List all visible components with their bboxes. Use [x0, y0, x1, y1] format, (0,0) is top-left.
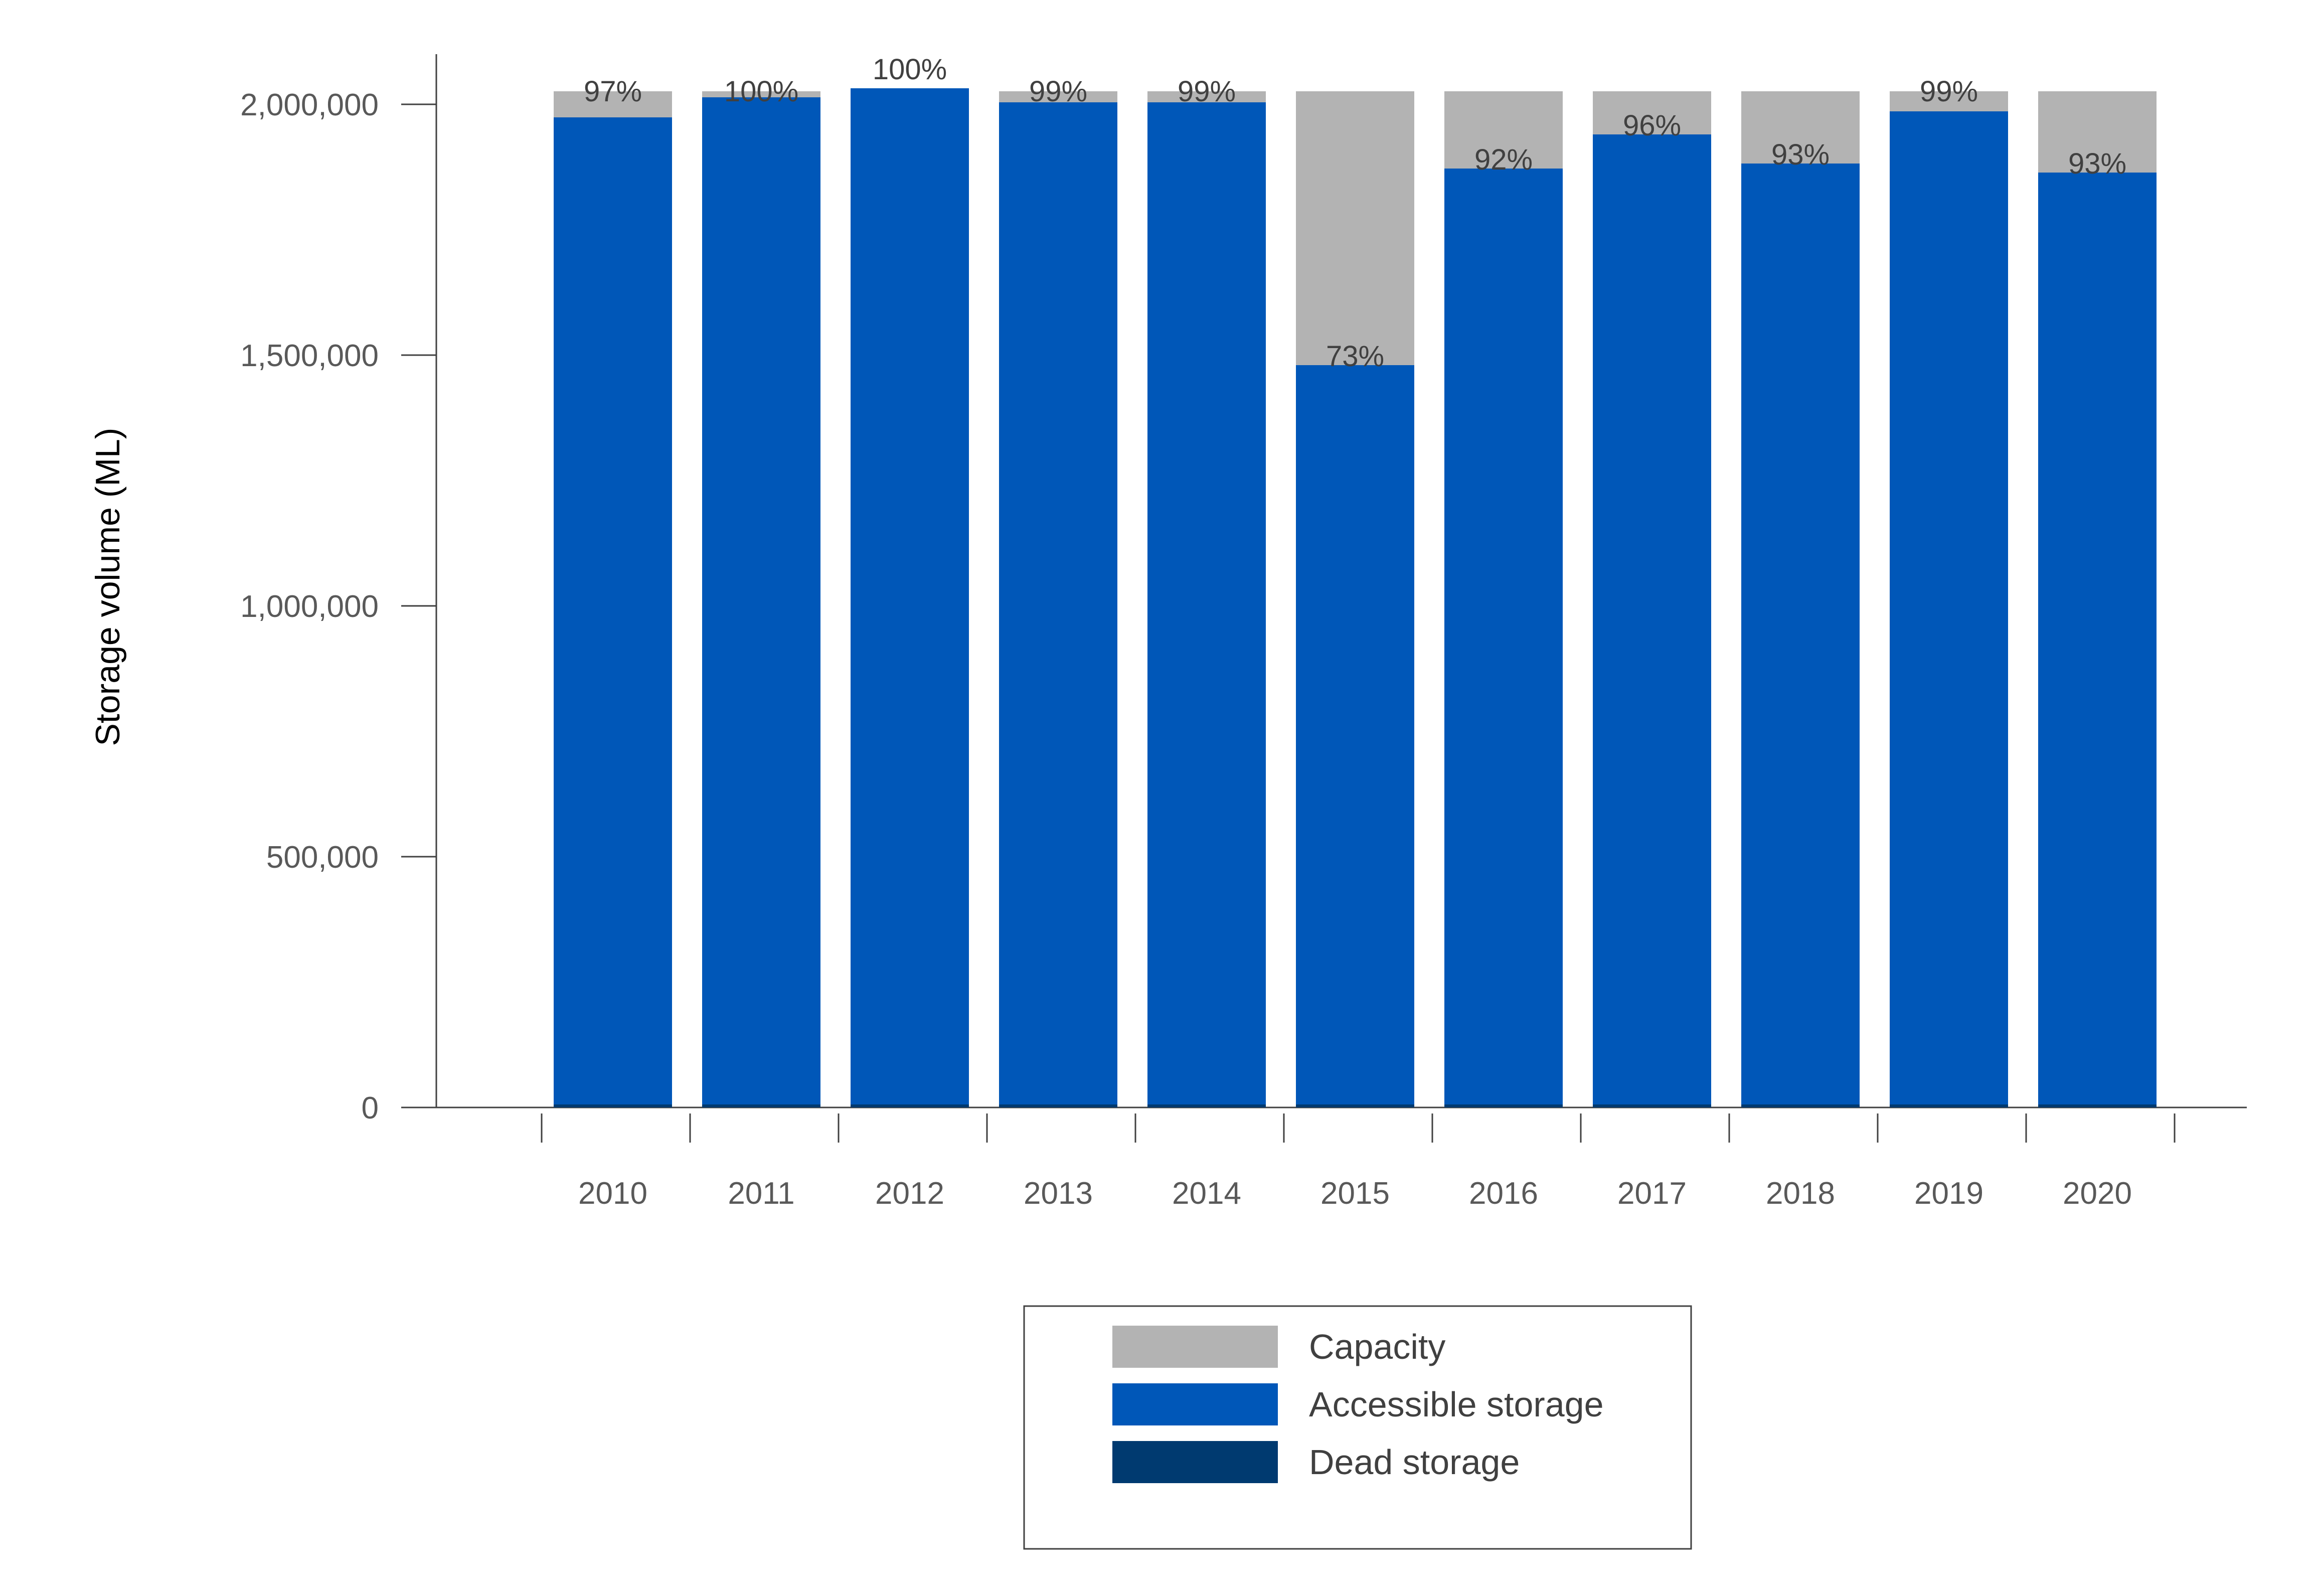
- capacity-bar: [2038, 91, 2157, 173]
- x-tick-label: 2013: [1024, 1176, 1093, 1211]
- x-tick-label: 2014: [1172, 1176, 1241, 1211]
- accessible-storage-bar: [554, 117, 672, 1104]
- y-tick-label: 2,000,000: [240, 88, 379, 122]
- accessible-storage-bar: [1444, 169, 1563, 1104]
- y-axis: 0 500,000 1,000,000 1,500,000 2,000,000: [240, 54, 437, 1126]
- capacity-bar: [1741, 91, 1860, 164]
- capacity-bar: [554, 91, 672, 117]
- dead-storage-bar: [2038, 1104, 2157, 1107]
- accessible-storage-bar: [2038, 173, 2157, 1104]
- dead-storage-bar: [1593, 1104, 1711, 1107]
- capacity-bar: [1444, 91, 1563, 169]
- legend-label-accessible-storage: Accessible storage: [1309, 1385, 1604, 1424]
- x-axis: 2010 2011 2012 2013 2014 2015 2016 2017 2018 2019…: [401, 1106, 2247, 1211]
- y-tick-label: 1,000,000: [240, 589, 379, 624]
- bar-stack-2016: [1444, 91, 1563, 1107]
- dead-storage-bar: [1147, 1104, 1266, 1107]
- accessible-storage-bar: [1593, 134, 1711, 1104]
- x-tick-label: 2011: [728, 1176, 794, 1211]
- capacity-bar: [1296, 91, 1414, 365]
- bar-stack-2019: [1890, 91, 2008, 1107]
- accessible-storage-bar: [851, 88, 969, 1104]
- percent-label: 93%: [1771, 138, 1830, 171]
- dead-storage-bar: [999, 1104, 1117, 1107]
- percent-label: 99%: [1920, 75, 1978, 108]
- accessible-storage-bar: [1741, 164, 1860, 1104]
- bar-stack-2012: [851, 88, 969, 1107]
- dead-storage-bar: [1296, 1104, 1414, 1107]
- x-tick-label: 2018: [1766, 1176, 1835, 1211]
- capacity-bar: [1890, 91, 2008, 111]
- bar-stack-2011: [702, 91, 820, 1107]
- bar-stack-2013: [999, 91, 1117, 1107]
- legend-swatch-dead-storage: [1112, 1441, 1278, 1483]
- x-tick-label: 2016: [1469, 1176, 1538, 1211]
- percent-labels: 97% 100% 100% 99% 99% 73% 92% 96% 93% 99% 93%: [584, 53, 2126, 373]
- bar-stack-2010: [554, 91, 672, 1107]
- legend-label-capacity: Capacity: [1309, 1327, 1445, 1366]
- percent-label: 100%: [873, 53, 947, 86]
- bar-stack-2014: [1147, 91, 1266, 1107]
- percent-label: 96%: [1623, 109, 1681, 142]
- dead-storage-bar: [851, 1104, 969, 1107]
- percent-label: 93%: [2068, 147, 2126, 180]
- bar-stack-2018: [1741, 91, 1860, 1107]
- dead-storage-bar: [554, 1104, 672, 1107]
- percent-label: 92%: [1474, 143, 1533, 176]
- x-tick-label: 2015: [1320, 1176, 1390, 1211]
- percent-label: 99%: [1029, 75, 1087, 108]
- dead-storage-bar: [702, 1104, 820, 1107]
- y-tick-label: 500,000: [266, 840, 379, 875]
- legend-swatch-capacity: [1112, 1326, 1278, 1368]
- percent-label: 100%: [724, 75, 798, 108]
- x-tick-label: 2010: [578, 1176, 647, 1211]
- x-tick-label: 2020: [2063, 1176, 2132, 1211]
- x-tick-label: 2019: [1914, 1176, 1983, 1211]
- y-tick-label: 1,500,000: [240, 339, 379, 373]
- dead-storage-bar: [1890, 1104, 2008, 1107]
- accessible-storage-bar: [1890, 111, 2008, 1104]
- y-axis-title: Storage volume (ML): [89, 428, 127, 746]
- dead-storage-bar: [1741, 1104, 1860, 1107]
- accessible-storage-bar: [702, 97, 820, 1104]
- y-tick-label: 0: [362, 1091, 379, 1126]
- capacity-bar: [999, 91, 1117, 102]
- accessible-storage-bar: [999, 102, 1117, 1104]
- legend: Capacity Accessible storage Dead storage: [1023, 1305, 1692, 1550]
- dead-storage-bar: [1444, 1104, 1563, 1107]
- x-tick-label: 2012: [875, 1176, 944, 1211]
- bar-stack-2015: [1296, 91, 1414, 1107]
- capacity-bar: [1147, 91, 1266, 102]
- percent-label: 99%: [1178, 75, 1236, 108]
- bar-stack-2020: [2038, 91, 2157, 1107]
- capacity-bar: [1593, 91, 1711, 134]
- legend-swatch-accessible-storage: [1112, 1383, 1278, 1425]
- percent-label: 97%: [584, 75, 642, 108]
- accessible-storage-bar: [1296, 365, 1414, 1104]
- bar-stack-2017: [1593, 91, 1711, 1107]
- legend-label-dead-storage: Dead storage: [1309, 1443, 1520, 1482]
- bar-stacks: [554, 88, 2157, 1107]
- accessible-storage-bar: [1147, 102, 1266, 1104]
- capacity-bar: [702, 91, 820, 97]
- x-tick-label: 2017: [1617, 1176, 1687, 1211]
- percent-label: 73%: [1326, 340, 1384, 373]
